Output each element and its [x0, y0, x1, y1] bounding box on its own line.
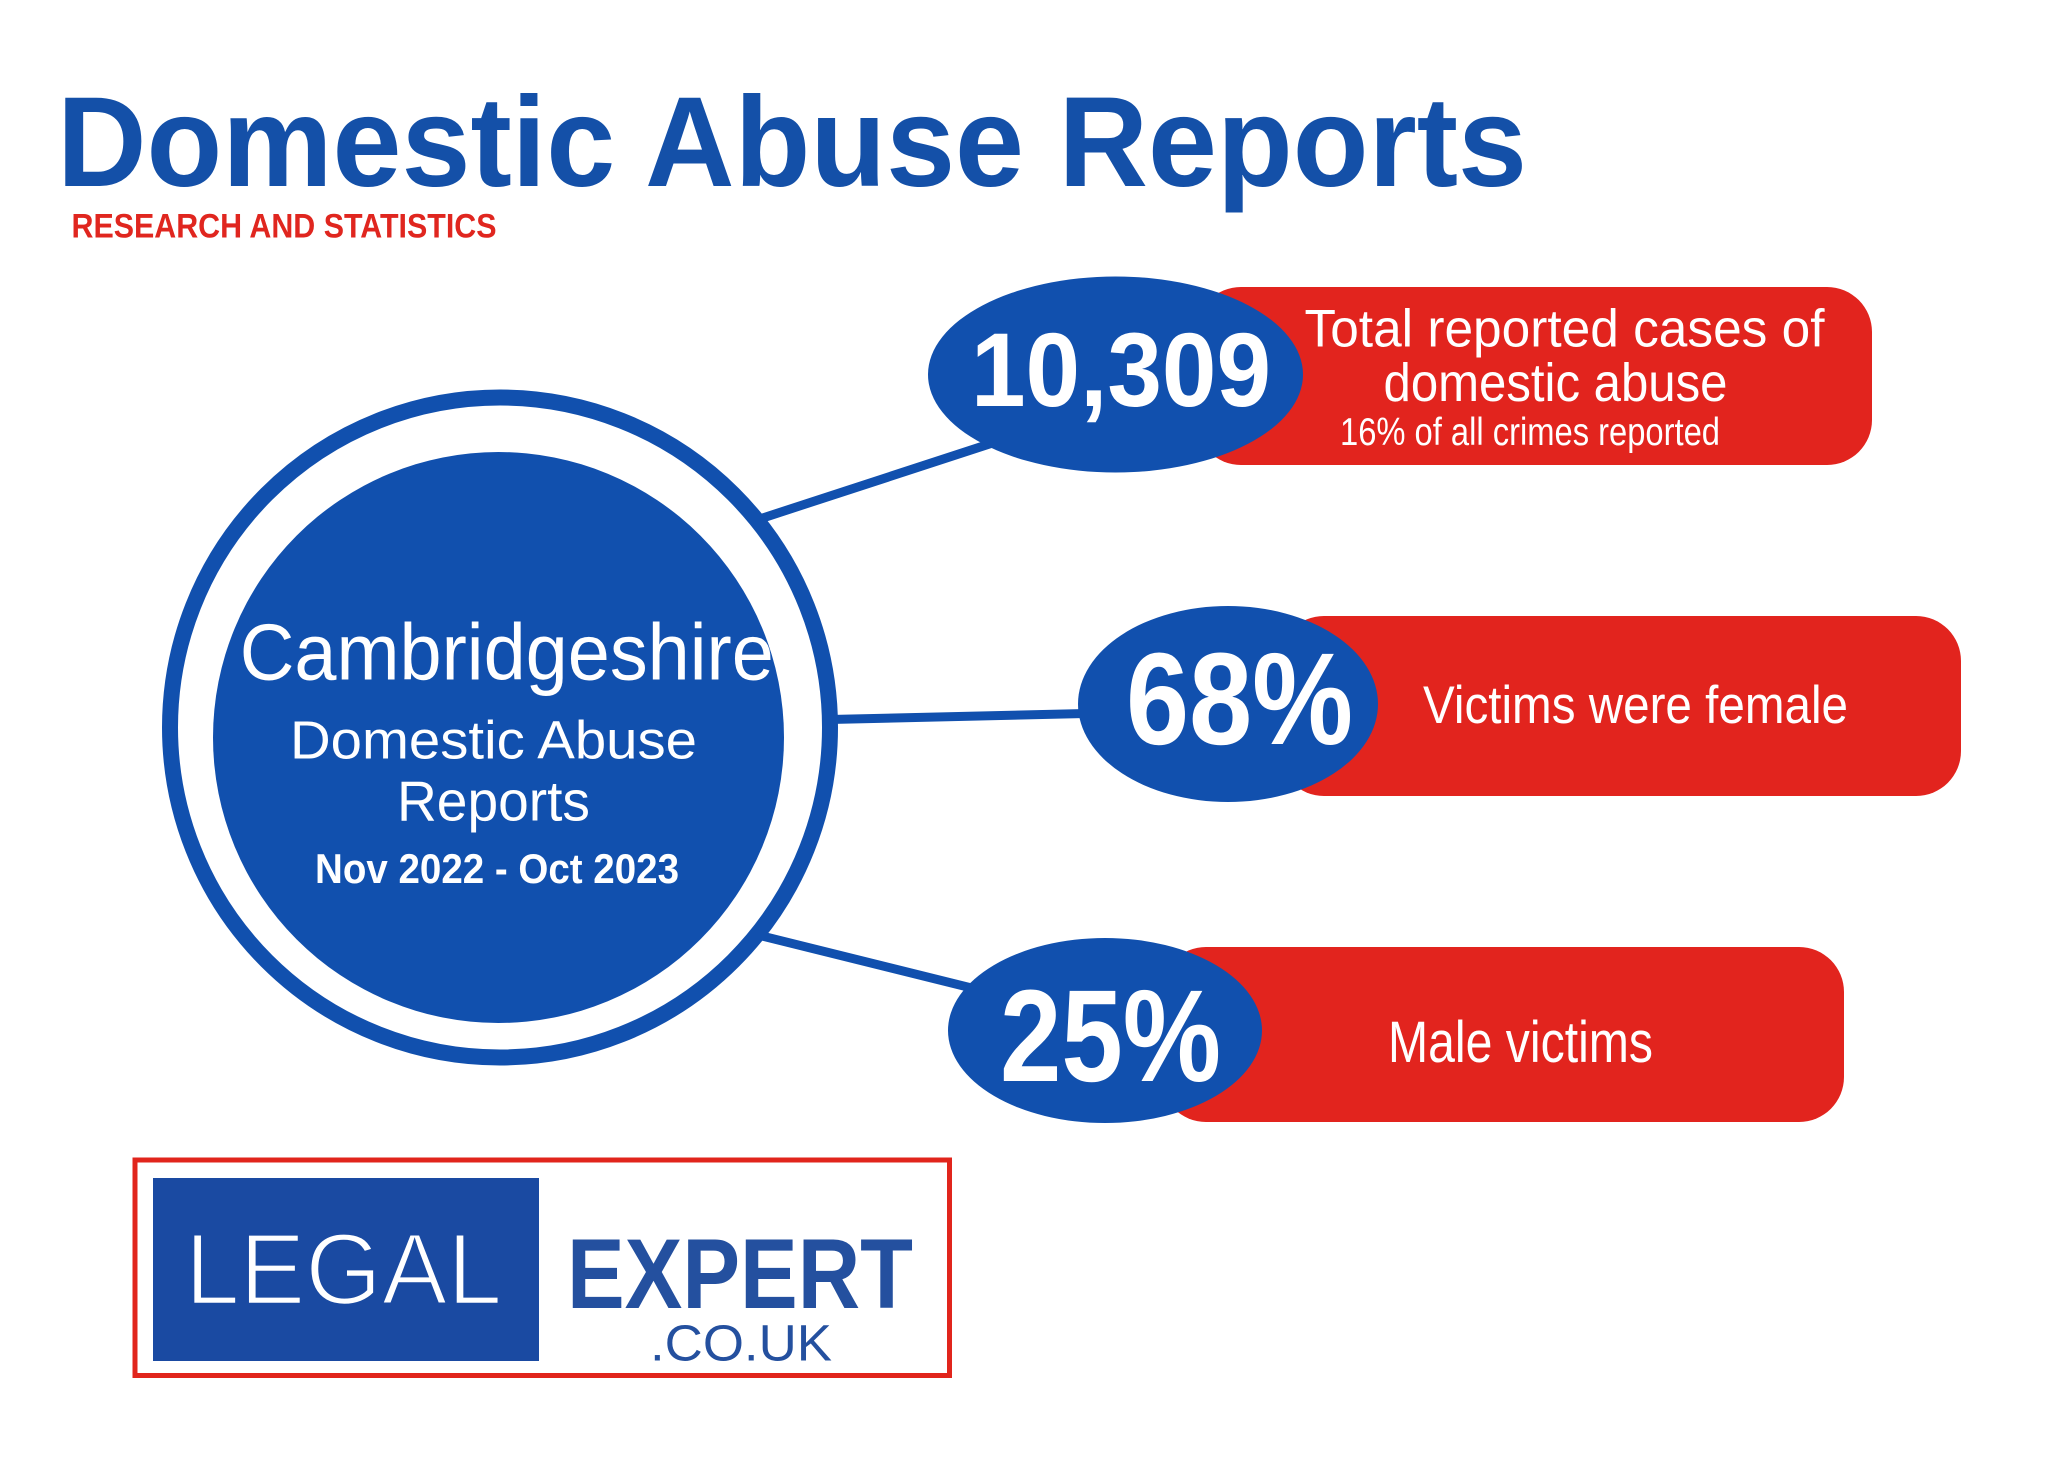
svg-text:Cambridgeshire: Cambridgeshire — [240, 608, 774, 697]
svg-text:RESEARCH AND STATISTICS: RESEARCH AND STATISTICS — [72, 208, 497, 246]
svg-text:Victims were female: Victims were female — [1423, 676, 1848, 735]
svg-text:Male victims: Male victims — [1388, 1010, 1653, 1075]
svg-text:10,309: 10,309 — [971, 312, 1271, 429]
svg-text:25%: 25% — [1000, 962, 1221, 1109]
svg-text:16% of all crimes reported: 16% of all crimes reported — [1340, 411, 1720, 454]
svg-text:Domestic Abuse Reports: Domestic Abuse Reports — [57, 71, 1527, 214]
svg-text:Nov 2022 - Oct 2023: Nov 2022 - Oct 2023 — [315, 845, 679, 892]
svg-text:Total reported cases of: Total reported cases of — [1305, 300, 1825, 359]
svg-text:domestic abuse: domestic abuse — [1384, 353, 1728, 413]
svg-text:LEGAL: LEGAL — [185, 1214, 502, 1326]
svg-text:Reports: Reports — [397, 770, 590, 833]
svg-text:EXPERT: EXPERT — [567, 1218, 913, 1329]
svg-text:Domestic Abuse: Domestic Abuse — [290, 711, 697, 771]
svg-text:68%: 68% — [1126, 625, 1353, 772]
svg-text:.CO.UK: .CO.UK — [650, 1315, 832, 1372]
